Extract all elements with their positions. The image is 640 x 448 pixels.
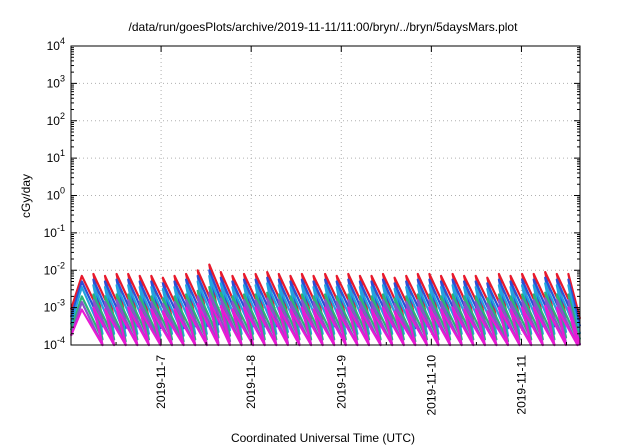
x-tick-label: 2019-11-10 xyxy=(424,355,438,416)
y-tick-label: 10-3 xyxy=(44,298,65,315)
y-tick-label: 104 xyxy=(47,36,65,53)
y-tick-label: 101 xyxy=(47,148,65,165)
y-tick-label: 10-1 xyxy=(44,223,65,240)
y-axis: 10-4 10-3 10-2 10-1 100 101 102 103 104 xyxy=(44,36,580,352)
y-axis-label: cGy/day xyxy=(19,174,33,218)
grid-lines xyxy=(71,46,580,345)
series-line-4 xyxy=(69,286,582,343)
x-tick-label: 2019-11-7 xyxy=(154,355,168,409)
x-tick-label: 2019-11-9 xyxy=(334,355,348,409)
chart-title: /data/run/goesPlots/archive/2019-11-11/1… xyxy=(129,20,519,34)
series-group xyxy=(69,263,582,347)
y-tick-label: 10-4 xyxy=(44,335,65,352)
y-tick-label: 100 xyxy=(47,186,65,203)
y-tick-label: 103 xyxy=(47,73,65,90)
y-tick-label: 102 xyxy=(47,111,65,128)
x-tick-label: 2019-11-8 xyxy=(244,355,258,409)
x-axis: 2019-11-7 2019-11-8 2019-11-9 2019-11-10 201… xyxy=(115,46,567,416)
x-axis-label: Coordinated Universal Time (UTC) xyxy=(231,431,415,445)
y-tick-label: 10-2 xyxy=(44,260,65,277)
x-tick-label: 2019-11-11 xyxy=(514,355,528,415)
series-line-6 xyxy=(69,299,582,347)
